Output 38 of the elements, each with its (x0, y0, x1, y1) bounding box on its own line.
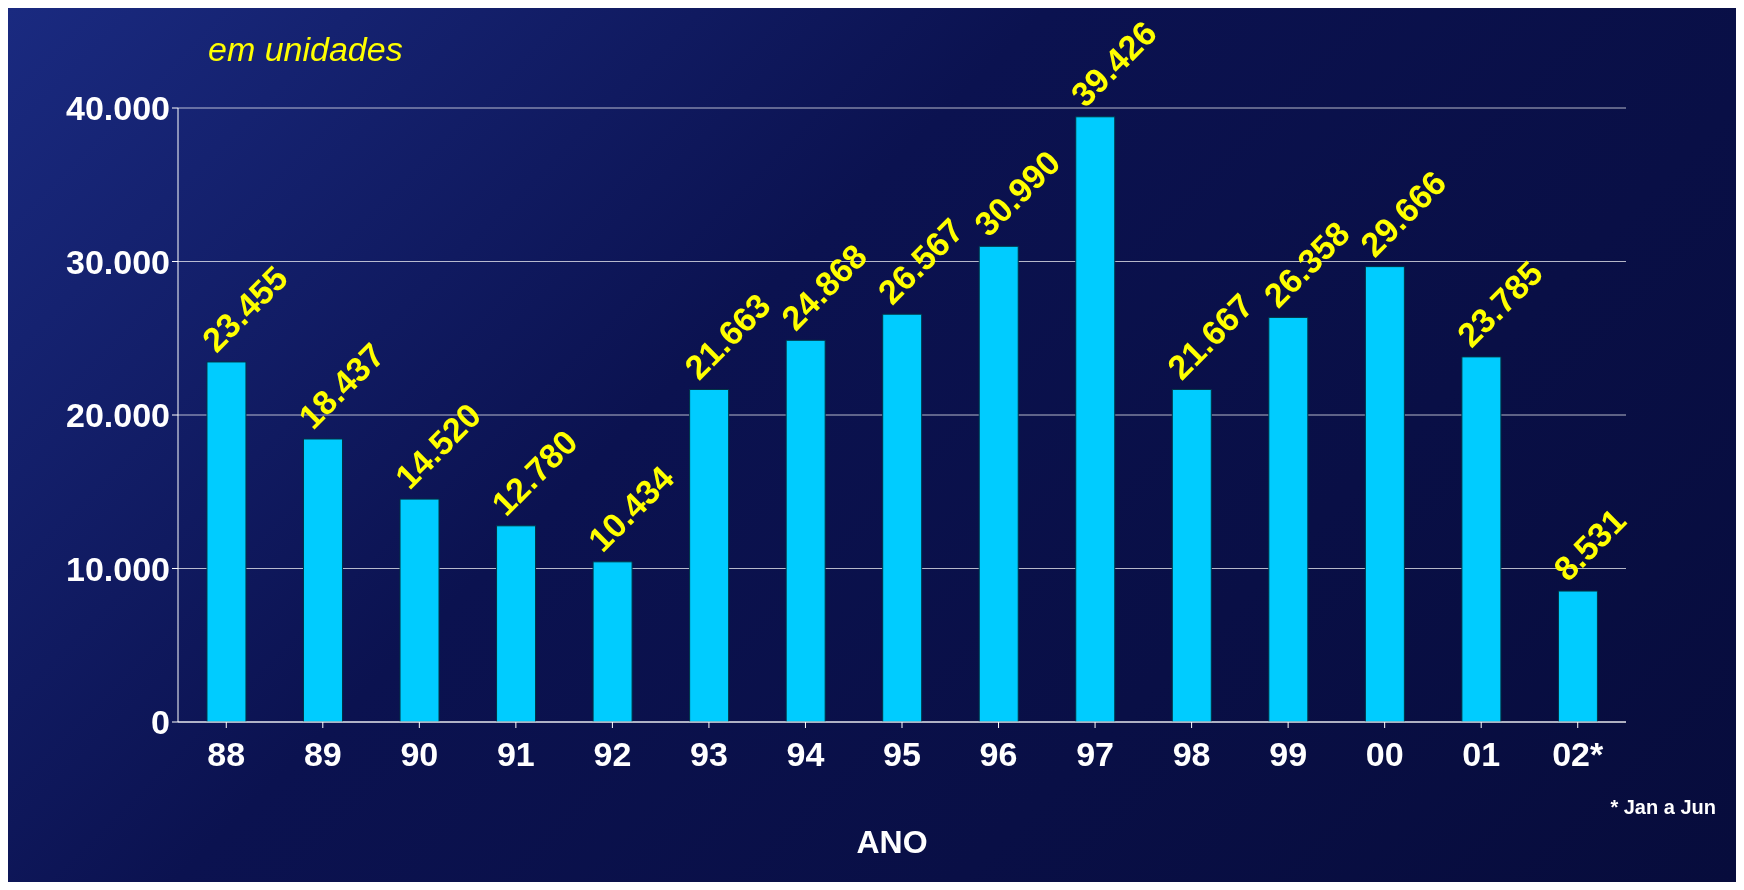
bar (302, 438, 343, 722)
x-tick-label: 88 (207, 735, 246, 774)
x-tick-label: 91 (496, 735, 535, 774)
x-tick-label: 97 (1076, 735, 1114, 774)
x-tick-label: 00 (1365, 735, 1404, 774)
bar (1557, 590, 1598, 722)
x-tick-label: 99 (1269, 735, 1308, 774)
x-tick-label: 94 (786, 735, 825, 774)
y-tick-label: 0 (151, 703, 170, 742)
bar (1461, 356, 1502, 722)
bar (1268, 316, 1309, 722)
y-tick-label: 20.000 (66, 396, 170, 435)
x-tick-label: 93 (690, 735, 728, 774)
x-tick-label: 98 (1172, 735, 1211, 774)
x-tick-label: 96 (979, 735, 1018, 774)
y-tick-label: 30.000 (66, 242, 170, 281)
bar (785, 339, 826, 722)
text: * Jan a Jun (1610, 796, 1716, 819)
x-tick-label: 90 (400, 735, 439, 774)
y-tick-label: 40.000 (66, 89, 170, 128)
x-tick-label: 95 (883, 735, 921, 774)
bar (496, 525, 537, 722)
bar (978, 245, 1019, 722)
bar (1171, 388, 1212, 722)
x-tick-label: 01 (1462, 735, 1501, 774)
bar (689, 388, 730, 722)
bar (1364, 266, 1405, 722)
bar (206, 361, 247, 722)
bar (1075, 116, 1116, 722)
x-tick-label: 92 (593, 735, 632, 774)
bar (882, 313, 923, 722)
y-axis-title: em unidades (208, 30, 403, 69)
x-tick-label: 02* (1552, 735, 1605, 774)
y-tick-label: 10.000 (66, 549, 170, 588)
x-tick-label: 89 (303, 735, 342, 774)
bar (399, 498, 440, 722)
x-axis-title: ANO (855, 824, 929, 861)
bar (592, 561, 633, 722)
